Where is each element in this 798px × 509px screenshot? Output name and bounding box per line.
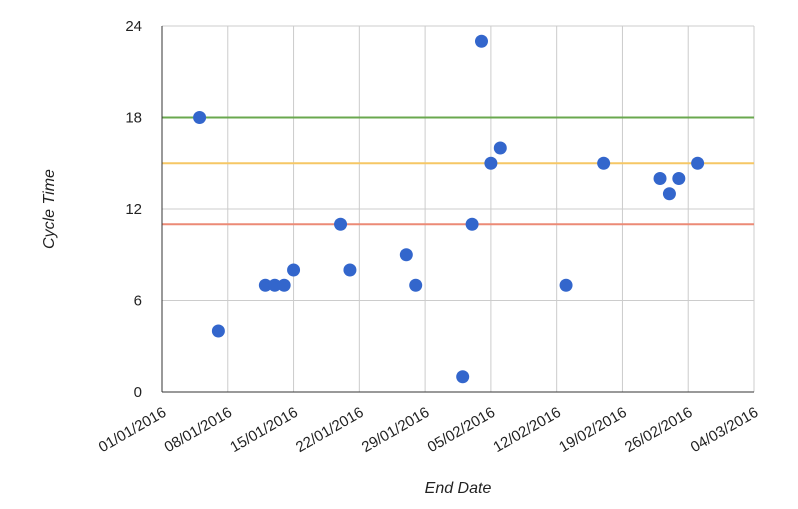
data-point: [399, 248, 413, 262]
x-tick-label: 26/02/2016: [622, 404, 696, 456]
x-tick-label: 15/01/2016: [227, 404, 301, 456]
y-tick-label: 6: [134, 293, 142, 310]
y-tick-label: 12: [125, 201, 142, 218]
data-point: [287, 263, 301, 277]
data-point: [277, 278, 291, 292]
x-tick-label: 05/02/2016: [425, 404, 499, 456]
data-point: [484, 156, 498, 170]
y-tick-label: 24: [125, 18, 142, 35]
x-tick-label: 08/01/2016: [162, 404, 236, 456]
x-axis-title: End Date: [425, 480, 492, 497]
data-point: [691, 156, 705, 170]
data-point: [493, 141, 507, 155]
data-point: [343, 263, 357, 277]
y-tick-label: 0: [134, 384, 142, 401]
x-tick-label: 04/03/2016: [688, 404, 762, 456]
data-point: [474, 34, 488, 48]
data-point: [653, 172, 667, 185]
data-points: [193, 34, 705, 384]
y-tick-label: 18: [125, 110, 142, 127]
x-tick-label: 01/01/2016: [96, 404, 170, 456]
data-point: [672, 172, 686, 185]
x-tick-label: 29/01/2016: [359, 404, 433, 456]
reference-lines: [162, 116, 754, 226]
data-point: [456, 370, 470, 384]
grid: [162, 25, 755, 392]
data-point: [465, 217, 479, 231]
data-point: [211, 324, 225, 338]
data-point: [258, 278, 272, 292]
x-tick-label: 12/02/2016: [490, 404, 564, 456]
y-axis-title: Cycle Time: [41, 169, 58, 249]
data-point: [193, 111, 207, 124]
tick-labels: 0 6 12 18 24 01/01/201608/01/201615/01/201622…: [96, 18, 762, 456]
x-tick-label: 19/02/2016: [556, 404, 630, 456]
data-point: [662, 187, 676, 201]
x-tick-label: 22/01/2016: [293, 404, 367, 456]
data-point: [268, 278, 282, 292]
data-point: [559, 278, 573, 292]
data-point: [334, 217, 348, 231]
data-point: [597, 156, 611, 170]
data-point: [409, 278, 423, 292]
axes: [161, 26, 754, 393]
